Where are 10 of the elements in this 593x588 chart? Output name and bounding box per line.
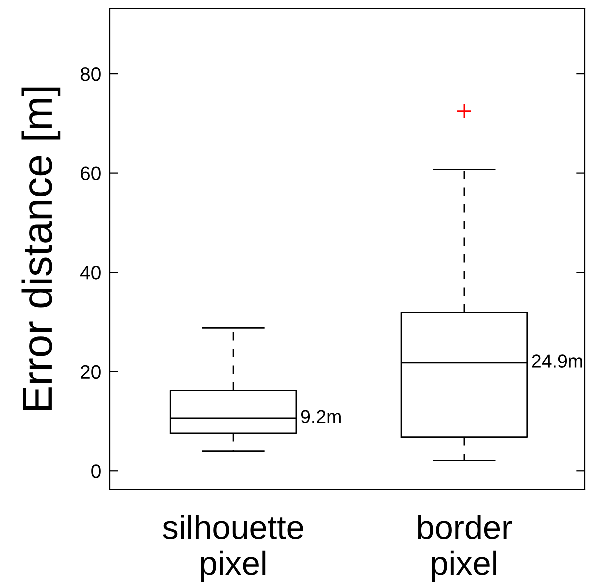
y-tick-label: 0 [92, 464, 101, 478]
x-tick-label: silhouette pixel [163, 514, 304, 582]
y-axis-title: Error distance [m] [22, 88, 61, 410]
x-tick-label: border pixel [418, 514, 512, 582]
annotation: 9.2m [301, 410, 341, 424]
y-tick-label: 60 [81, 166, 101, 181]
y-tick-label: 20 [81, 365, 101, 380]
y-tick-label: 80 [80, 68, 101, 82]
annotation: 24.9m [532, 354, 582, 368]
y-tick-label: 40 [80, 266, 101, 280]
